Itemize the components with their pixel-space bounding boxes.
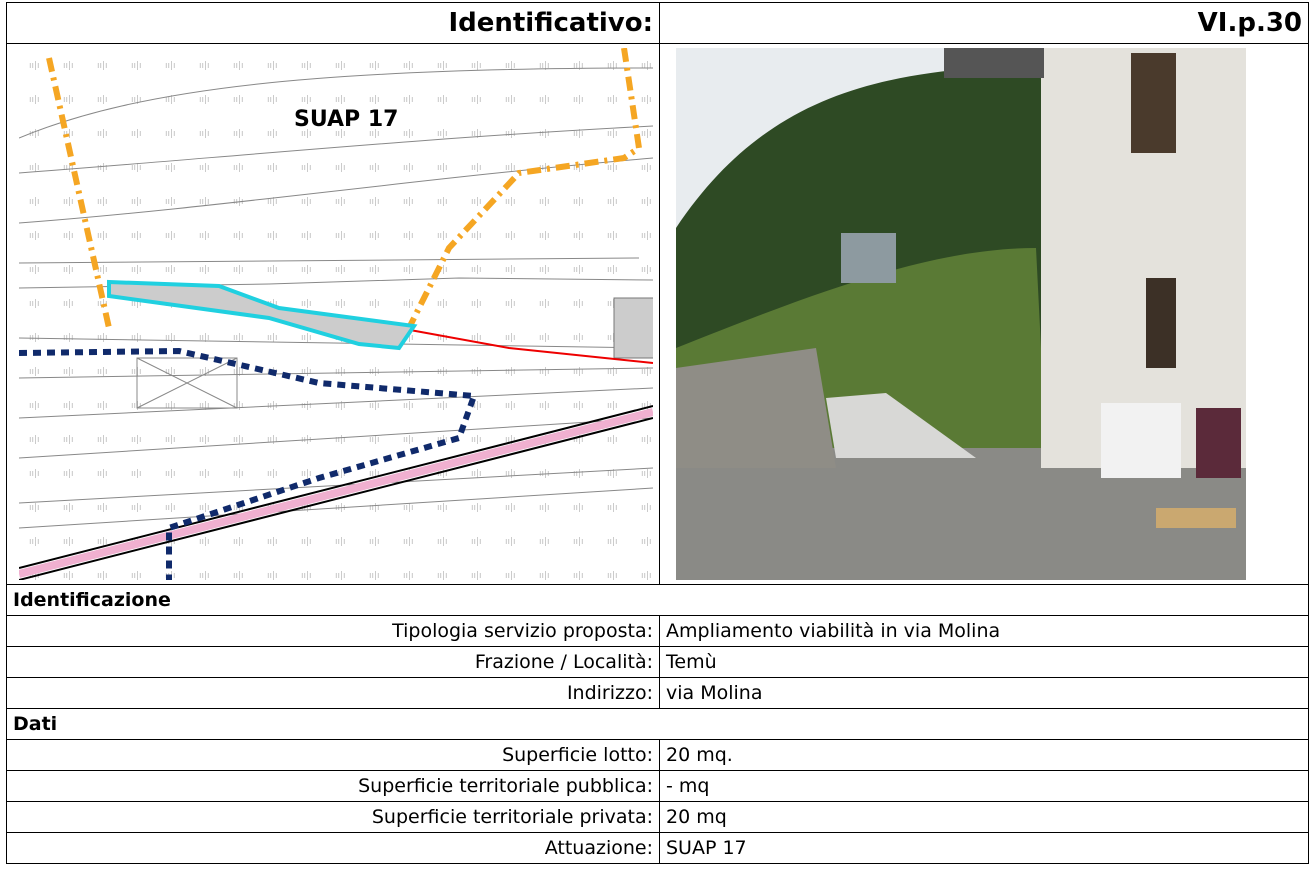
field-value: - mq: [659, 770, 1309, 802]
field-label: Superficie lotto:: [6, 739, 660, 771]
field-row: Tipologia servizio proposta: Ampliamento …: [6, 615, 1309, 647]
photo-cell: [659, 43, 1309, 585]
header-row: Identificativo: VI.p.30: [6, 2, 1309, 44]
field-value: Ampliamento viabilità in via Molina: [659, 615, 1309, 647]
image-row: ıı|ı: [6, 43, 1309, 585]
field-row: Superficie lotto: 20 mq.: [6, 739, 1309, 771]
map-cell: ıı|ı: [6, 43, 660, 585]
field-label: Indirizzo:: [6, 677, 660, 709]
field-label: Frazione / Località:: [6, 646, 660, 678]
section-row: Dati: [6, 708, 1309, 740]
field-row: Indirizzo: via Molina: [6, 677, 1309, 709]
section-title: Identificazione: [6, 584, 1309, 616]
photo: [676, 48, 1246, 580]
field-label: Superficie territoriale privata:: [6, 801, 660, 833]
field-value: Temù: [659, 646, 1309, 678]
field-row: Attuazione: SUAP 17: [6, 832, 1309, 864]
form-table: Identificativo: VI.p.30 ıı|ı: [6, 2, 1309, 864]
header-label: Identificativo:: [6, 2, 660, 44]
map: ıı|ı: [19, 48, 653, 580]
field-row: Superficie territoriale privata: 20 mq: [6, 801, 1309, 833]
field-label: Attuazione:: [6, 832, 660, 864]
field-label: Tipologia servizio proposta:: [6, 615, 660, 647]
field-value: 20 mq.: [659, 739, 1309, 771]
section-title: Dati: [6, 708, 1309, 740]
field-value: via Molina: [659, 677, 1309, 709]
field-row: Frazione / Località: Temù: [6, 646, 1309, 678]
map-label: SUAP 17: [294, 107, 398, 132]
field-row: Superficie territoriale pubblica: - mq: [6, 770, 1309, 802]
section-row: Identificazione: [6, 584, 1309, 616]
field-value: SUAP 17: [659, 832, 1309, 864]
field-label: Superficie territoriale pubblica:: [6, 770, 660, 802]
field-value: 20 mq: [659, 801, 1309, 833]
header-value: VI.p.30: [659, 2, 1309, 44]
